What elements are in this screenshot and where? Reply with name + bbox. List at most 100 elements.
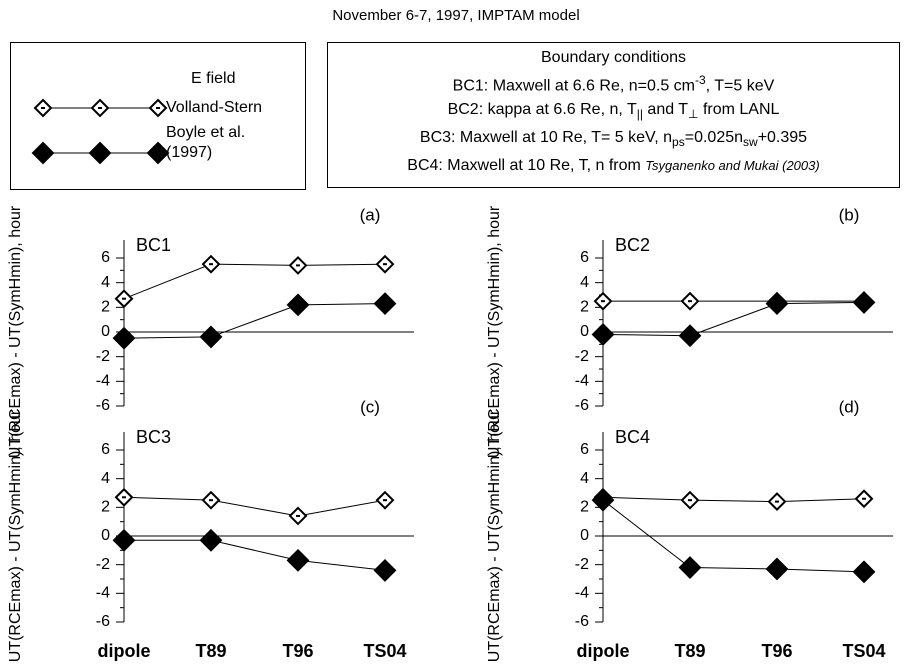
marker — [678, 556, 702, 579]
panel-label: (a) — [360, 205, 381, 224]
panel-name: BC2 — [615, 235, 650, 255]
marker — [286, 548, 310, 572]
y-axis-label: UT(RCEmax) - UT(SymHmin), hour — [486, 409, 503, 662]
y-tick-label: 6 — [101, 249, 110, 266]
diamond — [146, 141, 170, 165]
diamond — [765, 292, 789, 316]
marker — [591, 488, 615, 512]
bc-sub: sw — [743, 135, 758, 150]
y-tick-label: 2 — [101, 299, 110, 316]
legend-label: Boyle et al. (1997) — [166, 124, 246, 161]
marker — [680, 490, 700, 510]
y-tick-label: -6 — [96, 613, 110, 630]
bc-text: BC2: kappa at 6.6 Re, n, T — [447, 101, 637, 118]
marker — [765, 557, 789, 581]
legend: E field Volland-Stern Boyle et al. (1997) — [10, 42, 306, 190]
bc-text: and T — [642, 101, 689, 118]
bc-italic: Tsyganenko and Mukai (2003) — [645, 158, 820, 173]
y-axis-label: UT(RCEmax) - UT(SymHmin), hour — [7, 205, 24, 458]
bc-line: BC1: Maxwell at 6.6 Re, n=0.5 cm-3, T=5 … — [328, 73, 899, 95]
y-tick-label: -4 — [575, 585, 589, 602]
series-line — [602, 301, 865, 337]
y-tick-label: -4 — [575, 373, 589, 390]
series-line — [602, 496, 865, 503]
legend-label: Volland-Stern — [166, 99, 263, 116]
y-tick-label: -6 — [96, 397, 110, 414]
panel-label: (b) — [839, 205, 860, 224]
legend-symbol — [31, 141, 170, 165]
bc-text: , T=5 keV — [705, 77, 775, 95]
y-tick-label: -2 — [96, 348, 110, 365]
marker — [852, 290, 876, 314]
y-tick-label: 4 — [580, 470, 589, 487]
marker — [286, 293, 310, 317]
bc-sup: -3 — [695, 73, 706, 87]
bc-text: +0.395 — [757, 129, 808, 146]
y-tick-label: -4 — [96, 585, 110, 602]
diamond — [373, 292, 397, 316]
marker — [375, 490, 395, 510]
marker — [678, 324, 702, 348]
diamond — [31, 141, 55, 165]
diamond — [199, 528, 223, 552]
x-tick-label: T96 — [761, 641, 792, 661]
y-tick-label: 6 — [580, 249, 589, 266]
diamond — [765, 557, 789, 581]
y-tick-label: 6 — [101, 441, 110, 458]
marker — [199, 528, 223, 552]
y-tick-label: 4 — [101, 470, 110, 487]
y-tick-label: 2 — [580, 299, 589, 316]
panel-label: (c) — [360, 397, 380, 416]
bc-text: =0.025n — [684, 129, 744, 146]
y-tick-label: 0 — [580, 323, 589, 340]
y-tick-label: -2 — [575, 556, 589, 573]
marker — [112, 326, 136, 350]
marker — [31, 141, 55, 165]
series-line — [123, 263, 386, 300]
y-tick-label: 6 — [580, 441, 589, 458]
marker — [146, 141, 170, 165]
y-tick-label: 4 — [580, 274, 589, 291]
marker — [288, 255, 308, 275]
marker — [680, 291, 700, 311]
marker — [375, 254, 395, 274]
panel-name: BC3 — [136, 427, 171, 447]
series-line — [124, 539, 386, 571]
y-tick-label: -6 — [575, 397, 589, 414]
bc-text: from LANL — [698, 101, 780, 118]
diamond — [852, 290, 876, 314]
y-axis-label: UT(RCEmax) - UT(SymHmin), hour — [7, 409, 24, 662]
diamond — [678, 324, 702, 348]
panel-label: (d) — [839, 397, 860, 416]
y-tick-label: 0 — [580, 527, 589, 544]
marker — [767, 492, 787, 512]
bc-line: BC4: Maxwell at 10 Re, T, n from Tsygane… — [328, 157, 899, 175]
panel: -6 -4 -2 0 2 4 6 (c) BC3 UT(RCEmax) - UT(SymHmin)… — [7, 397, 414, 662]
marker — [593, 291, 613, 311]
x-tick-label: TS04 — [363, 641, 406, 661]
panel: -6 -4 -2 0 2 4 6 (a) BC1 UT(RCEmax) - UT(SymHmin)… — [7, 205, 414, 458]
marker — [591, 323, 615, 346]
series-line — [123, 496, 386, 517]
x-tick-label: T89 — [195, 641, 226, 661]
bc-sub: || — [636, 107, 643, 122]
diamond — [112, 528, 136, 552]
bc-line: BC3: Maxwell at 10 Re, T= 5 keV, nps=0.0… — [328, 129, 899, 149]
x-tick-label: T89 — [674, 641, 705, 661]
bc-sub: ⊥ — [688, 107, 699, 122]
legend-title: E field — [191, 70, 236, 87]
diamond — [591, 488, 615, 512]
y-axis-label: UT(RCEmax) - UT(SymHmin), hour — [486, 205, 503, 458]
chart-title: November 6-7, 1997, IMPTAM model — [332, 7, 579, 24]
y-tick-label: 0 — [101, 323, 110, 340]
panel-name: BC4 — [615, 427, 650, 447]
diamond — [852, 560, 876, 584]
y-tick-label: -2 — [96, 556, 110, 573]
y-tick-label: 0 — [101, 527, 110, 544]
diamond — [591, 323, 615, 346]
marker — [201, 254, 221, 274]
boundary-conditions: Boundary conditions BC1: Maxwell at 6.6 … — [327, 42, 900, 188]
diamond — [112, 326, 136, 350]
